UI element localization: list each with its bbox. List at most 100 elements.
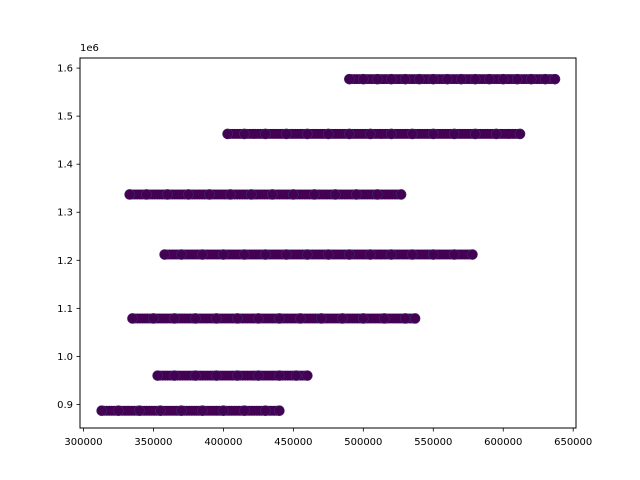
scatter-point [197,249,208,260]
scatter-point [260,405,271,417]
scatter-point [183,189,194,200]
scatter-point [406,128,418,140]
scatter-point [323,128,334,140]
scatter-point [274,313,285,324]
scatter-point [197,405,208,417]
scatter-point [344,73,355,85]
series-4 [127,313,421,324]
scatter-point [469,73,481,85]
scatter-point [113,405,124,417]
scatter-point [406,249,418,260]
scatter-point [232,370,243,381]
y-tick-label: 1.4 [57,160,73,171]
scatter-point [316,313,327,324]
scatter-point [134,405,145,417]
y-tick-label: 0.9 [57,400,73,411]
scatter-point [409,313,421,324]
series-2 [124,189,407,200]
scatter-point [96,405,107,417]
x-axis: 300000 350000 400000 450000 500000 550000 6000… [64,428,592,448]
scatter-point [309,189,320,200]
scatter-point [260,249,271,260]
scatter-point [246,189,257,200]
series-0 [344,73,561,85]
series-1 [222,128,526,140]
scatter-point [344,249,355,260]
scatter-point [358,73,369,85]
scatter-point [379,313,390,324]
scatter-point [365,128,376,140]
scatter-point [427,249,439,260]
scatter-point [204,189,215,200]
scatter-point [162,189,173,200]
x-tick-label: 650000 [554,437,592,448]
scatter-point [395,189,407,200]
scatter-point [281,249,292,260]
scatter-point [372,73,383,85]
scatter-point [302,128,313,140]
scatter-point [302,370,313,381]
scatter-point [514,128,526,140]
scatter-point [400,313,411,324]
scatter-point [148,313,159,324]
scatter-point [483,73,495,85]
scatter-point [190,313,201,324]
scatter-point [497,73,509,85]
scatter-point [295,313,306,324]
x-tick-label: 350000 [134,437,172,448]
scatter-point [225,189,236,200]
scatter-point [159,249,170,260]
scatter-point [448,249,460,260]
scatter-point [218,405,229,417]
scatter-point [413,73,425,85]
scatter-point [124,189,135,200]
scatter-point [302,249,313,260]
scatter-point [152,370,163,381]
scatter-point [253,370,264,381]
scatter-point [253,313,264,324]
scatter-point [169,370,180,381]
y-tick-label: 1.0 [57,352,73,363]
scatter-point [290,370,302,381]
scatter-point [344,128,355,140]
x-tick-label: 550000 [414,437,452,448]
scatter-point [260,128,271,140]
scatter-point [232,313,243,324]
y-tick-label: 1.1 [57,304,73,315]
scatter-point [448,128,460,140]
scatter-point [455,73,467,85]
scatter-point [511,73,523,85]
y-tick-label: 1.5 [57,112,73,123]
scatter-point [239,249,250,260]
scatter-point [467,249,478,260]
y-tick-label: 1.3 [57,208,73,219]
scatter-point [155,405,166,417]
y-offset-label: 1e6 [80,43,99,54]
scatter-point [288,189,299,200]
y-tick-label: 1.2 [57,256,73,267]
scatter-point [386,73,397,85]
scatter-point [176,405,187,417]
x-tick-label: 450000 [274,437,312,448]
scatter-point [441,73,453,85]
scatter-point [351,189,362,200]
series-6 [96,405,285,417]
scatter-point [176,249,187,260]
data-markers [96,73,561,417]
x-tick-label: 300000 [64,437,102,448]
scatter-point [525,73,537,85]
y-axis: 0.9 1.0 1.1 1.2 1.3 1.4 1.5 1.6 [57,64,80,411]
x-tick-label: 400000 [204,437,242,448]
scatter-point [337,313,348,324]
series-5 [152,370,313,381]
scatter-point [222,128,233,140]
scatter-point [365,249,376,260]
scatter-point [190,370,201,381]
scatter-point [490,128,502,140]
scatter-point [386,249,397,260]
x-tick-label: 600000 [484,437,522,448]
scatter-point [141,189,152,200]
scatter-point [469,128,481,140]
scatter-point [372,189,383,200]
